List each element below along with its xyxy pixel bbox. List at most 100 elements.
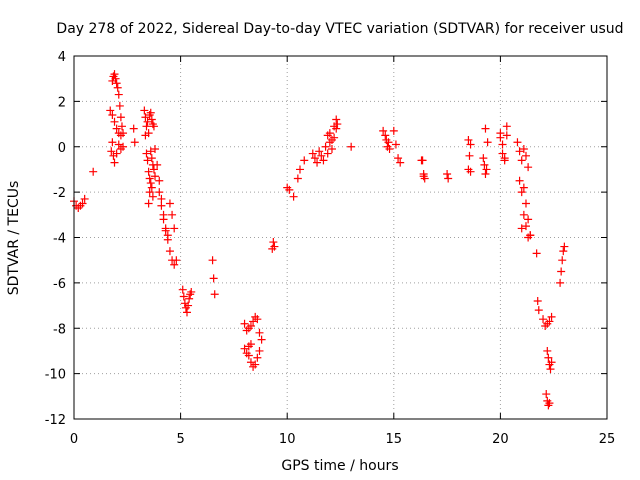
- data-point: [151, 145, 160, 154]
- data-point: [257, 335, 266, 344]
- data-point: [151, 172, 160, 181]
- data-point: [464, 165, 473, 174]
- data-point: [396, 158, 405, 167]
- data-point: [155, 176, 164, 185]
- data-point: [394, 154, 403, 163]
- data-point: [444, 174, 453, 183]
- data-point: [144, 199, 153, 208]
- data-point: [153, 160, 162, 169]
- data-point: [159, 215, 168, 224]
- data-point: [289, 192, 298, 201]
- data-point: [479, 154, 488, 163]
- data-point: [163, 231, 172, 240]
- data-point: [146, 108, 155, 117]
- data-point: [142, 149, 151, 158]
- data-point: [78, 199, 87, 208]
- data-point: [391, 140, 400, 149]
- data-point: [559, 247, 568, 256]
- data-point: [146, 147, 155, 156]
- data-point: [115, 101, 124, 110]
- data-point: [347, 142, 356, 151]
- data-point: [323, 131, 332, 140]
- data-point: [332, 124, 341, 133]
- data-point: [157, 201, 166, 210]
- data-point: [210, 290, 219, 299]
- data-point: [110, 70, 119, 79]
- data-point: [521, 222, 530, 231]
- data-point: [246, 321, 255, 330]
- data-point: [112, 124, 121, 133]
- data-point: [185, 294, 194, 303]
- data-point: [389, 126, 398, 135]
- data-point: [249, 317, 258, 326]
- data-point: [333, 120, 342, 129]
- y-axis-title: SDTVAR / TECUs: [6, 181, 22, 296]
- data-point: [293, 174, 302, 183]
- axis-ticks: 0 5 10 15 20 25 -12 -10 -8 -6 -4 -2 0 2 4: [45, 50, 616, 447]
- data-point: [141, 113, 150, 122]
- data-point: [148, 192, 157, 201]
- y-tick-label: -12: [45, 413, 66, 428]
- data-point: [300, 156, 309, 165]
- data-point: [209, 274, 218, 283]
- x-tick-label: 25: [599, 432, 616, 447]
- data-point: [255, 328, 264, 337]
- data-point: [182, 308, 191, 317]
- data-point: [184, 301, 193, 310]
- data-point: [147, 183, 156, 192]
- data-point: [515, 176, 524, 185]
- data-point: [418, 156, 427, 165]
- data-point: [114, 140, 123, 149]
- data-point: [107, 147, 116, 156]
- data-point: [498, 149, 507, 158]
- data-point: [533, 297, 542, 306]
- chart-title: Day 278 of 2022, Sidereal Day-to-day VTE…: [56, 21, 623, 37]
- data-point: [325, 138, 334, 147]
- data-point: [481, 124, 490, 133]
- data-point: [466, 140, 475, 149]
- data-point: [327, 145, 336, 154]
- data-point: [483, 138, 492, 147]
- data-point: [521, 151, 530, 160]
- data-point: [547, 358, 556, 367]
- data-point: [557, 267, 566, 276]
- x-tick-label: 10: [279, 432, 296, 447]
- data-point: [385, 145, 394, 154]
- y-tick-label: 4: [58, 50, 66, 65]
- data-point: [321, 142, 330, 151]
- data-point: [545, 399, 554, 408]
- x-tick-label: 0: [70, 432, 78, 447]
- data-point: [147, 115, 156, 124]
- data-point: [521, 199, 530, 208]
- data-point: [161, 226, 170, 235]
- data-point: [524, 215, 533, 224]
- data-point: [168, 210, 177, 219]
- data-point: [545, 317, 554, 326]
- data-point: [110, 117, 119, 126]
- data-point: [147, 154, 156, 163]
- data-point: [187, 287, 196, 296]
- data-point: [165, 247, 174, 256]
- data-point: [253, 353, 262, 362]
- data-point: [144, 167, 153, 176]
- data-point: [106, 106, 115, 115]
- data-point: [149, 122, 158, 131]
- data-point: [539, 315, 548, 324]
- data-point: [319, 156, 328, 165]
- data-point: [240, 319, 249, 328]
- data-point: [519, 210, 528, 219]
- data-point: [108, 110, 117, 119]
- data-point: [502, 131, 511, 140]
- data-point: [517, 224, 526, 233]
- data-point: [480, 160, 489, 169]
- data-point: [141, 131, 150, 140]
- data-point: [379, 126, 388, 135]
- data-point: [246, 340, 255, 349]
- data-point: [384, 138, 393, 147]
- data-point: [179, 292, 188, 301]
- data-point: [560, 242, 569, 251]
- data-point: [165, 199, 174, 208]
- x-tick-label: 20: [492, 432, 509, 447]
- data-point: [111, 74, 120, 83]
